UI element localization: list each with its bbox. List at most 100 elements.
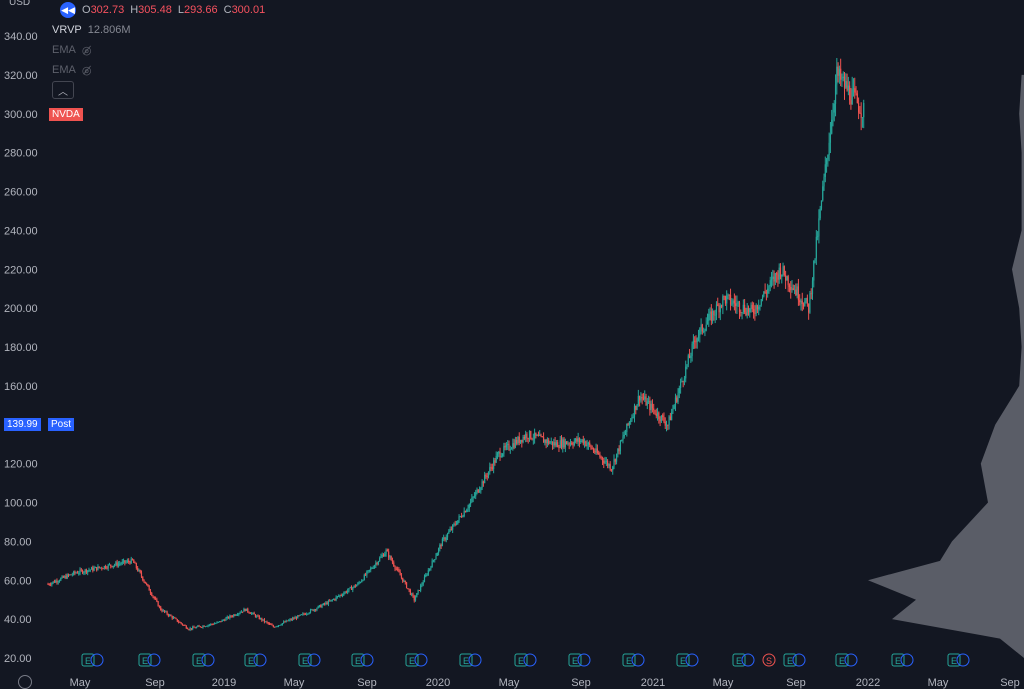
- dividend-marker-icon[interactable]: [631, 653, 645, 667]
- earnings-marker-icon[interactable]: [298, 653, 312, 667]
- candle-body: [161, 610, 163, 612]
- earnings-marker-icon[interactable]: [835, 653, 849, 667]
- dividend-marker-icon[interactable]: [201, 653, 215, 667]
- dividend-marker-icon[interactable]: [577, 653, 591, 667]
- earnings-marker-icon[interactable]: [514, 653, 528, 667]
- candle-body: [429, 568, 431, 571]
- candle-body: [367, 570, 369, 572]
- candle-body: [531, 438, 533, 440]
- candle-body: [589, 442, 591, 446]
- dividend-marker-icon[interactable]: [685, 653, 699, 667]
- candle-body: [178, 621, 180, 623]
- eye-hidden-icon[interactable]: ◎̸: [81, 64, 92, 77]
- candle-body: [804, 301, 806, 307]
- earnings-marker-icon[interactable]: [783, 653, 797, 667]
- candle-body: [459, 516, 461, 517]
- candle-body: [806, 297, 808, 304]
- ema-row-1[interactable]: EMA ◎̸: [52, 40, 265, 60]
- candle-body: [810, 293, 812, 295]
- candle-body: [362, 580, 364, 581]
- candle-body: [574, 438, 577, 442]
- candle-body: [165, 611, 167, 613]
- candle-body: [636, 404, 638, 410]
- candle-body: [441, 538, 444, 547]
- candle-body: [272, 625, 274, 627]
- dividend-marker-icon[interactable]: [956, 653, 970, 667]
- vrvp-label[interactable]: VRVP: [52, 24, 82, 36]
- candle-body: [676, 397, 678, 402]
- dividend-marker-icon[interactable]: [900, 653, 914, 667]
- earnings-marker-icon[interactable]: [732, 653, 746, 667]
- candle-body: [758, 306, 760, 310]
- dividend-marker-icon[interactable]: [741, 653, 755, 667]
- candle-body: [621, 440, 623, 441]
- candle-body: [568, 443, 570, 445]
- candle-body: [605, 460, 607, 462]
- candle-body: [659, 418, 661, 422]
- dividend-marker-icon[interactable]: [844, 653, 858, 667]
- earnings-marker-icon[interactable]: [138, 653, 152, 667]
- candle-body: [797, 286, 800, 301]
- time-tick-label: May: [713, 677, 734, 689]
- split-marker-icon[interactable]: [762, 653, 776, 667]
- candle-body: [545, 439, 547, 444]
- time-tick-label: 2019: [212, 677, 236, 689]
- dividend-marker-icon[interactable]: [147, 653, 161, 667]
- candle-body: [169, 614, 171, 616]
- candle-body: [357, 583, 359, 585]
- earnings-marker-icon[interactable]: [568, 653, 582, 667]
- ema-row-2[interactable]: EMA ◎̸: [52, 60, 265, 80]
- earnings-marker-icon[interactable]: [81, 653, 95, 667]
- candle-body: [93, 568, 95, 571]
- candle-body: [546, 439, 549, 444]
- earnings-marker-icon[interactable]: [351, 653, 365, 667]
- dividend-marker-icon[interactable]: [360, 653, 374, 667]
- earnings-marker-icon[interactable]: [622, 653, 636, 667]
- candle-body: [79, 569, 81, 573]
- ema-label-1[interactable]: EMA: [52, 44, 76, 56]
- candle-body: [548, 439, 550, 444]
- candle-body: [312, 609, 314, 611]
- candle-body: [347, 590, 349, 593]
- candle-body: [398, 569, 400, 572]
- candle-body: [105, 566, 107, 569]
- candle-body: [787, 276, 789, 286]
- time-axis[interactable]: May Sep 2019 May Sep 2020 May Sep 2021 May Sep 2022…: [70, 677, 1020, 689]
- vrvp-row[interactable]: VRVP 12.806M: [52, 20, 265, 40]
- dividend-marker-icon[interactable]: [307, 653, 321, 667]
- chevron-up-icon[interactable]: ︿: [52, 81, 74, 99]
- earnings-marker-icon[interactable]: [192, 653, 206, 667]
- candle-body: [767, 288, 769, 294]
- candle-body: [557, 442, 559, 448]
- candle-body: [536, 435, 538, 436]
- dividend-marker-icon[interactable]: [90, 653, 104, 667]
- collapse-row[interactable]: ︿: [52, 80, 265, 100]
- candle-body: [94, 567, 96, 569]
- price-tick-label: 280.00: [4, 148, 38, 160]
- candle-body: [525, 434, 527, 439]
- eye-hidden-icon[interactable]: ◎̸: [81, 44, 92, 57]
- dividend-marker-icon[interactable]: [414, 653, 428, 667]
- candle-body: [186, 628, 189, 630]
- earnings-marker-icon[interactable]: [676, 653, 690, 667]
- collapse-legend-icon[interactable]: ◀◀: [60, 2, 76, 18]
- dividend-marker-icon[interactable]: [792, 653, 806, 667]
- earnings-marker-icon[interactable]: [891, 653, 905, 667]
- candle-body: [502, 453, 504, 457]
- candle-body: [274, 626, 276, 628]
- dividend-marker-icon[interactable]: [468, 653, 482, 667]
- earnings-marker-icon[interactable]: [459, 653, 473, 667]
- dividend-marker-icon[interactable]: [523, 653, 537, 667]
- candle-body: [339, 595, 341, 597]
- earnings-marker-icon[interactable]: [947, 653, 961, 667]
- ema-label-2[interactable]: EMA: [52, 64, 76, 76]
- candle-body: [245, 608, 248, 611]
- earnings-marker-icon[interactable]: [405, 653, 419, 667]
- earnings-marker-icon[interactable]: [244, 653, 258, 667]
- candle-body: [645, 396, 647, 406]
- settings-gear-icon[interactable]: [18, 675, 32, 689]
- dividend-marker-icon[interactable]: [253, 653, 267, 667]
- candle-body: [445, 537, 447, 540]
- candle-body: [117, 563, 120, 566]
